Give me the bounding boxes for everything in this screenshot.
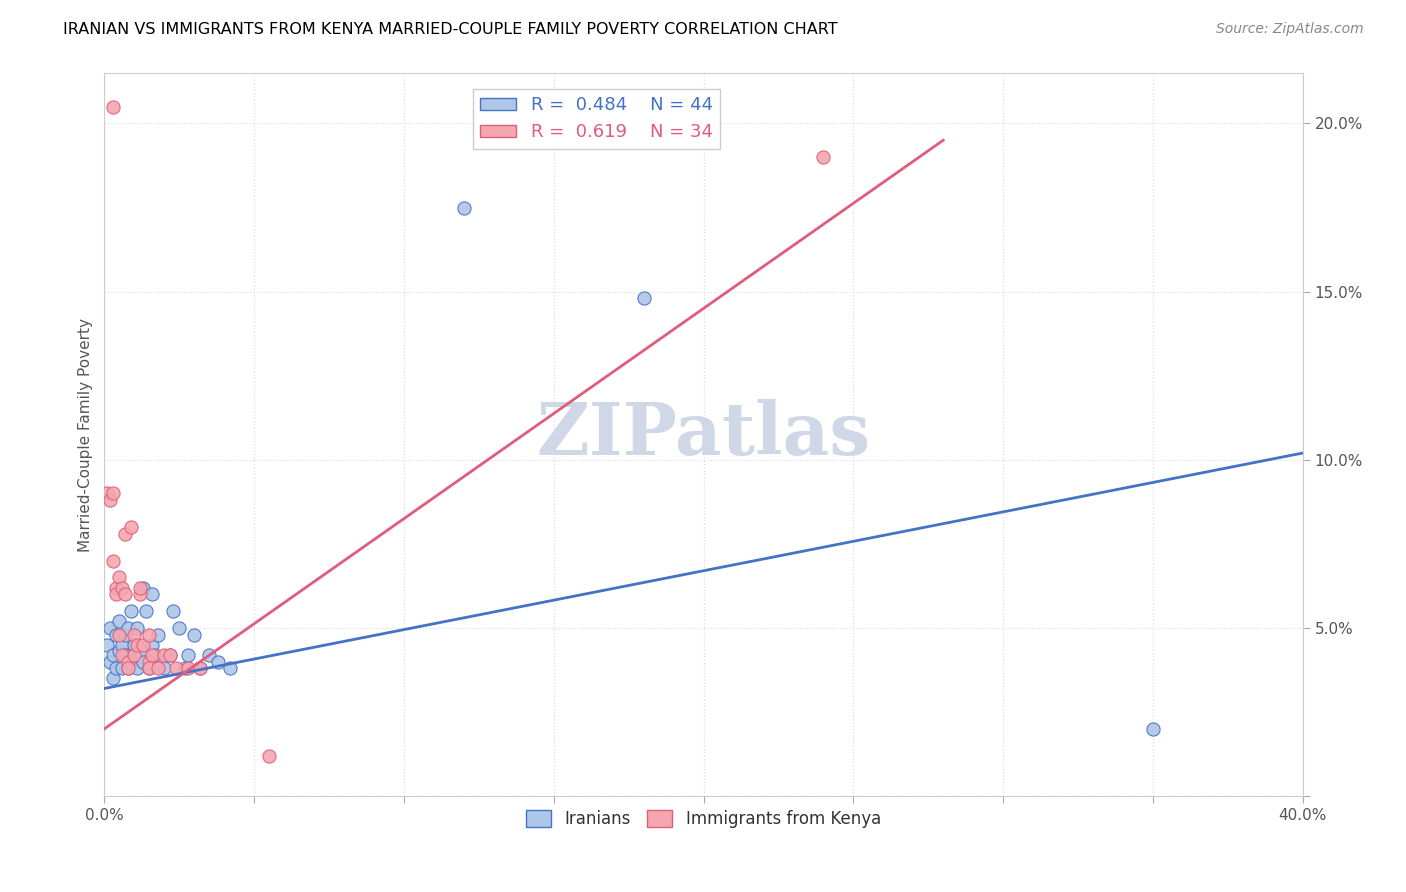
Point xyxy=(132,638,155,652)
Point xyxy=(105,627,128,641)
Point xyxy=(124,638,146,652)
Point xyxy=(148,627,170,641)
Point xyxy=(165,661,187,675)
Point xyxy=(138,655,160,669)
Point xyxy=(159,648,181,662)
Point xyxy=(108,570,131,584)
Point xyxy=(120,655,142,669)
Point xyxy=(117,661,139,675)
Point xyxy=(129,587,152,601)
Legend: Iranians, Immigrants from Kenya: Iranians, Immigrants from Kenya xyxy=(519,804,887,835)
Text: Source: ZipAtlas.com: Source: ZipAtlas.com xyxy=(1216,22,1364,37)
Point xyxy=(813,150,835,164)
Point xyxy=(114,648,136,662)
Point xyxy=(132,655,155,669)
Point xyxy=(153,648,176,662)
Point xyxy=(103,648,125,662)
Point xyxy=(103,672,125,686)
Point xyxy=(188,661,211,675)
Point xyxy=(105,661,128,675)
Point xyxy=(108,627,131,641)
Point xyxy=(141,638,163,652)
Point xyxy=(141,587,163,601)
Point xyxy=(114,627,136,641)
Point xyxy=(177,661,200,675)
Point xyxy=(96,638,118,652)
Point xyxy=(138,661,160,675)
Point xyxy=(129,581,152,595)
Point xyxy=(124,648,146,662)
Point xyxy=(188,661,211,675)
Point xyxy=(453,201,475,215)
Point xyxy=(162,604,184,618)
Point xyxy=(174,661,197,675)
Point xyxy=(127,621,149,635)
Point xyxy=(132,581,155,595)
Point xyxy=(124,648,146,662)
Point xyxy=(633,291,655,305)
Point xyxy=(120,520,142,534)
Point xyxy=(117,621,139,635)
Point xyxy=(120,604,142,618)
Point xyxy=(114,526,136,541)
Point xyxy=(111,638,134,652)
Point xyxy=(257,748,280,763)
Point xyxy=(105,581,128,595)
Point xyxy=(103,554,125,568)
Point xyxy=(103,486,125,500)
Point xyxy=(207,655,229,669)
Point xyxy=(108,614,131,628)
Point xyxy=(219,661,242,675)
Point xyxy=(108,644,131,658)
Point xyxy=(124,627,146,641)
Point xyxy=(117,655,139,669)
Point xyxy=(177,648,200,662)
Point xyxy=(111,661,134,675)
Point xyxy=(103,100,125,114)
Point xyxy=(114,587,136,601)
Point xyxy=(148,661,170,675)
Point xyxy=(111,648,134,662)
Point xyxy=(96,486,118,500)
Point xyxy=(138,661,160,675)
Point xyxy=(129,644,152,658)
Point xyxy=(138,627,160,641)
Point xyxy=(117,661,139,675)
Point xyxy=(100,621,122,635)
Point xyxy=(105,587,128,601)
Point xyxy=(100,493,122,508)
Point xyxy=(198,648,221,662)
Point xyxy=(111,581,134,595)
Point xyxy=(127,638,149,652)
Point xyxy=(159,648,181,662)
Point xyxy=(135,604,157,618)
Point xyxy=(1142,722,1164,736)
Point xyxy=(141,648,163,662)
Point xyxy=(143,648,166,662)
Y-axis label: Married-Couple Family Poverty: Married-Couple Family Poverty xyxy=(79,318,93,551)
Point xyxy=(100,655,122,669)
Point xyxy=(153,661,176,675)
Point xyxy=(127,661,149,675)
Point xyxy=(169,621,191,635)
Text: IRANIAN VS IMMIGRANTS FROM KENYA MARRIED-COUPLE FAMILY POVERTY CORRELATION CHART: IRANIAN VS IMMIGRANTS FROM KENYA MARRIED… xyxy=(63,22,838,37)
Point xyxy=(183,627,205,641)
Text: ZIPatlas: ZIPatlas xyxy=(537,399,870,470)
